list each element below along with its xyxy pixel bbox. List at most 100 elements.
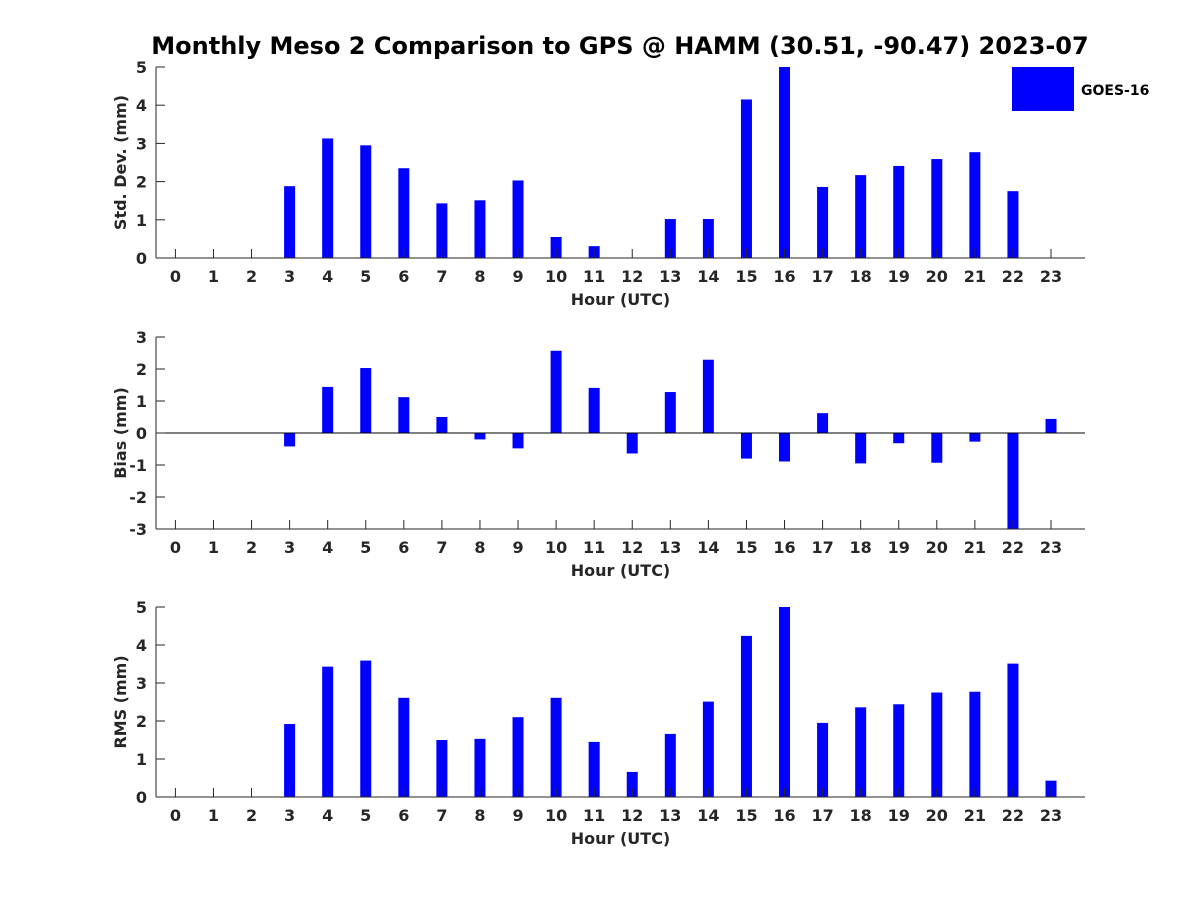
bar-rms-hour-3: [284, 724, 296, 797]
x-axis-label: Hour (UTC): [571, 561, 671, 580]
x-tick-label: 7: [436, 267, 447, 286]
y-tick-label: 2: [136, 712, 147, 731]
subplot-rms: 0 1 2 3 4 5 6 7 8 9 10 11 12 13 14 15 16 17 18 19 20 21 22 2301…: [111, 598, 1085, 848]
bar-std-dev-hour-20: [931, 159, 943, 258]
bar-std-dev-hour-13: [664, 219, 676, 258]
bar-rms-hour-13: [664, 733, 676, 797]
x-tick-label: 2: [246, 538, 257, 557]
bar-std-dev-hour-3: [284, 186, 296, 258]
y-tick-label: 3: [136, 134, 147, 153]
x-tick-label: 15: [735, 806, 757, 825]
bar-bias-hour-5: [360, 368, 372, 433]
x-tick-label: 18: [850, 267, 872, 286]
bar-bias-hour-15: [740, 433, 752, 459]
bar-std-dev-hour-17: [817, 186, 829, 258]
x-tick-label: 19: [888, 538, 910, 557]
x-tick-label: 16: [773, 267, 795, 286]
x-tick-label: 4: [322, 267, 333, 286]
x-tick-label: 10: [545, 806, 567, 825]
x-tick-label: 5: [360, 538, 371, 557]
bar-std-dev-hour-21: [969, 152, 981, 258]
x-tick-label: 22: [1002, 538, 1024, 557]
bar-std-dev-hour-9: [512, 180, 524, 258]
x-tick-label: 6: [398, 806, 409, 825]
bar-bias-hour-19: [893, 433, 905, 444]
bar-rms-hour-9: [512, 717, 524, 797]
y-tick-label: -3: [129, 520, 147, 539]
bar-rms-hour-22: [1007, 663, 1019, 797]
x-tick-label: 4: [322, 538, 333, 557]
bar-std-dev-hour-22: [1007, 191, 1019, 258]
x-tick-label: 13: [659, 267, 681, 286]
x-tick-label: 9: [512, 538, 523, 557]
x-tick-label: 14: [697, 806, 719, 825]
subplot-std-dev: 0 1 2 3 4 5 6 7 8 9 10 11 12 13 14 15 16 17 18 19 20 21 22 2301…: [111, 58, 1085, 309]
x-tick-label: 3: [284, 538, 295, 557]
legend-label: GOES-16: [1081, 83, 1149, 99]
bar-bias-hour-6: [398, 397, 410, 433]
legend-swatch: [1012, 67, 1074, 111]
bar-bias-hour-14: [702, 359, 714, 433]
y-tick-label: 2: [136, 173, 147, 192]
x-tick-label: 20: [926, 806, 948, 825]
bar-bias-hour-9: [512, 433, 524, 449]
x-tick-label: 9: [512, 267, 523, 286]
bar-bias-hour-22: [1007, 433, 1019, 529]
x-axis-label: Hour (UTC): [571, 290, 671, 309]
bar-rms-hour-15: [740, 635, 752, 797]
x-tick-label: 8: [474, 806, 485, 825]
y-axis-label: Std. Dev. (mm): [111, 95, 130, 230]
x-tick-label: 13: [659, 806, 681, 825]
x-tick-label: 0: [170, 267, 181, 286]
bar-bias-hour-20: [931, 433, 943, 463]
x-tick-label: 21: [964, 538, 986, 557]
x-tick-label: 18: [850, 538, 872, 557]
x-tick-label: 21: [964, 267, 986, 286]
legend: GOES-16: [1012, 67, 1149, 111]
y-tick-label: -2: [129, 488, 147, 507]
x-tick-label: 10: [545, 538, 567, 557]
bar-bias-hour-4: [322, 386, 334, 433]
x-tick-label: 4: [322, 806, 333, 825]
x-tick-label: 16: [773, 538, 795, 557]
x-tick-label: 9: [512, 806, 523, 825]
x-tick-label: 8: [474, 538, 485, 557]
bar-bias-hour-18: [855, 433, 867, 464]
bar-bias-hour-13: [664, 392, 676, 433]
figure-title: Monthly Meso 2 Comparison to GPS @ HAMM …: [151, 32, 1088, 60]
y-axis-label: RMS (mm): [111, 655, 130, 748]
x-tick-label: 17: [811, 267, 833, 286]
bar-rms-hour-19: [893, 704, 905, 797]
bar-bias-hour-10: [550, 350, 562, 433]
x-tick-label: 5: [360, 267, 371, 286]
y-tick-label: 0: [136, 424, 147, 443]
y-tick-label: 4: [136, 636, 147, 655]
x-tick-label: 12: [621, 267, 643, 286]
x-tick-label: 23: [1040, 538, 1062, 557]
x-tick-label: 3: [284, 267, 295, 286]
x-tick-label: 0: [170, 538, 181, 557]
x-tick-label: 15: [735, 538, 757, 557]
y-tick-label: 5: [136, 598, 147, 617]
y-tick-label: 0: [136, 788, 147, 807]
x-tick-label: 20: [926, 267, 948, 286]
x-tick-label: 1: [208, 538, 219, 557]
bar-bias-hour-3: [284, 433, 296, 447]
x-tick-label: 19: [888, 267, 910, 286]
bar-bias-hour-7: [436, 417, 448, 433]
x-axis-label: Hour (UTC): [571, 829, 671, 848]
bar-bias-hour-11: [588, 387, 600, 433]
bar-rms-hour-21: [969, 691, 981, 797]
bar-std-dev-hour-6: [398, 168, 410, 258]
y-tick-label: 1: [136, 211, 147, 230]
bar-rms-hour-12: [626, 771, 638, 797]
bar-rms-hour-14: [702, 701, 714, 797]
x-tick-label: 17: [811, 538, 833, 557]
x-tick-label: 3: [284, 806, 295, 825]
x-tick-label: 8: [474, 267, 485, 286]
x-tick-label: 6: [398, 267, 409, 286]
x-tick-label: 18: [850, 806, 872, 825]
x-tick-label: 0: [170, 806, 181, 825]
